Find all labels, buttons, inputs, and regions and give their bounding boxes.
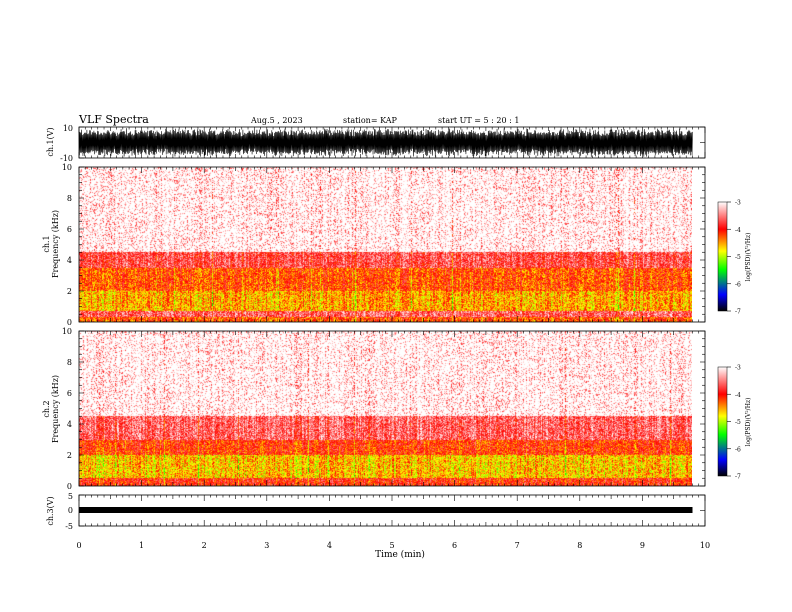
time-tick-label: 7 — [515, 541, 520, 550]
ch2-spectrogram-image — [79, 331, 692, 486]
time-tick-label: 10 — [700, 541, 710, 550]
colorbar-tick-label: -3 — [735, 365, 741, 372]
frequency-tick-label: 4 — [67, 420, 72, 429]
ch3-ytick-5: 5 — [68, 492, 73, 501]
ch3-ytick-minus5: -5 — [65, 522, 73, 531]
colorbar-tick-label: -6 — [735, 446, 741, 453]
ch2-spectrogram-ylabel-frequency: Frequency (kHz) — [51, 375, 60, 443]
ch1-spectrogram-panel: 0 2 4 6 8 10 ch.1 Frequency (kHz) — [42, 163, 706, 327]
figure-date: Aug.5 , 2023 — [250, 116, 303, 125]
colorbar-tick-label: -4 — [735, 227, 741, 234]
ch2-colorbar-ramp — [717, 366, 728, 477]
ch1-waveform-panel: 10 -10 ch.1(V) — [46, 124, 706, 163]
ch2-colorbar: -3 -4 -5 -6 -7 log(PSD)(V²/Hz) — [717, 365, 752, 481]
frequency-tick-label: 0 — [67, 482, 72, 491]
colorbar-tick-label: -5 — [735, 254, 741, 261]
ch1-colorbar: -3 -4 -5 -6 -7 log(PSD)(V²/Hz) — [717, 200, 752, 316]
figure-station: station= KAP — [343, 116, 398, 125]
ch1-colorbar-label: log(PSD)(V²/Hz) — [745, 233, 752, 282]
time-axis-label: Time (min) — [375, 549, 425, 560]
frequency-tick-label: 2 — [67, 287, 72, 296]
ch3-waveform-panel: 5 0 -5 ch.3(V) 0 1 2 3 4 5 6 7 8 9 10 Time (min) — [46, 492, 710, 560]
time-tick-label: 9 — [640, 541, 645, 550]
colorbar-tick-label: -6 — [735, 281, 741, 288]
time-tick-label: 0 — [76, 541, 81, 550]
ch2-colorbar-label: log(PSD)(V²/Hz) — [745, 398, 752, 447]
ch3-waveform-ticks — [78, 494, 706, 527]
ch3-ylabel: ch.3(V) — [46, 496, 55, 525]
frequency-tick-label: 0 — [67, 318, 72, 327]
ch1-waveform-trace — [78, 128, 693, 157]
figure-title: VLF Spectra — [78, 113, 149, 126]
ch3-ytick-0: 0 — [68, 506, 73, 515]
colorbar-tick-label: -4 — [735, 392, 741, 399]
time-axis-tick-labels: 0 1 2 3 4 5 6 7 8 9 10 — [76, 541, 710, 550]
ch1-spectrogram-ytick-labels: 0 2 4 6 8 10 — [62, 163, 72, 327]
frequency-tick-label: 10 — [62, 163, 72, 172]
ch1-ytick-bottom: -10 — [60, 154, 73, 163]
frequency-tick-label: 6 — [67, 389, 72, 398]
ch2-spectrogram-panel: 0 2 4 6 8 10 ch.2 Frequency (kHz) — [42, 327, 706, 491]
ch1-ylabel: ch.1(V) — [46, 127, 55, 156]
time-tick-label: 5 — [389, 541, 394, 550]
frequency-tick-label: 8 — [67, 194, 72, 203]
ch1-colorbar-ticks: -3 -4 -5 -6 -7 — [727, 200, 741, 316]
ch1-spectrogram-ylabel-channel: ch.1 — [42, 235, 51, 252]
colorbar-tick-label: -7 — [735, 309, 741, 316]
ch2-spectrogram-ticks — [78, 330, 706, 487]
time-tick-label: 6 — [452, 541, 457, 550]
ch1-spectrogram-ylabel-frequency: Frequency (kHz) — [51, 210, 60, 278]
ch1-spectrogram-image — [79, 167, 692, 322]
time-tick-label: 4 — [327, 541, 332, 550]
frequency-tick-label: 8 — [67, 358, 72, 367]
time-tick-label: 8 — [577, 541, 582, 550]
ch2-spectrogram-ylabel-channel: ch.2 — [42, 400, 51, 417]
ch1-spectrogram-ticks — [78, 166, 706, 323]
frequency-tick-label: 10 — [62, 327, 72, 336]
frequency-tick-label: 2 — [67, 451, 72, 460]
frequency-tick-label: 4 — [67, 256, 72, 265]
colorbar-tick-label: -3 — [735, 200, 741, 207]
ch1-ytick-top: 10 — [63, 124, 73, 133]
time-tick-label: 1 — [139, 541, 144, 550]
ch2-colorbar-ticks: -3 -4 -5 -6 -7 — [727, 365, 741, 481]
ch2-spectrogram-ytick-labels: 0 2 4 6 8 10 — [62, 327, 72, 491]
colorbar-tick-label: -5 — [735, 419, 741, 426]
figure-start-time: start UT = 5 : 20 : 1 — [438, 116, 519, 125]
ch3-waveform-trace — [79, 507, 693, 513]
time-tick-label: 2 — [202, 541, 207, 550]
frequency-tick-label: 6 — [67, 225, 72, 234]
ch1-colorbar-ramp — [717, 201, 728, 312]
time-tick-label: 3 — [264, 541, 269, 550]
colorbar-tick-label: -7 — [735, 474, 741, 481]
ch1-waveform-ticks — [78, 126, 706, 159]
